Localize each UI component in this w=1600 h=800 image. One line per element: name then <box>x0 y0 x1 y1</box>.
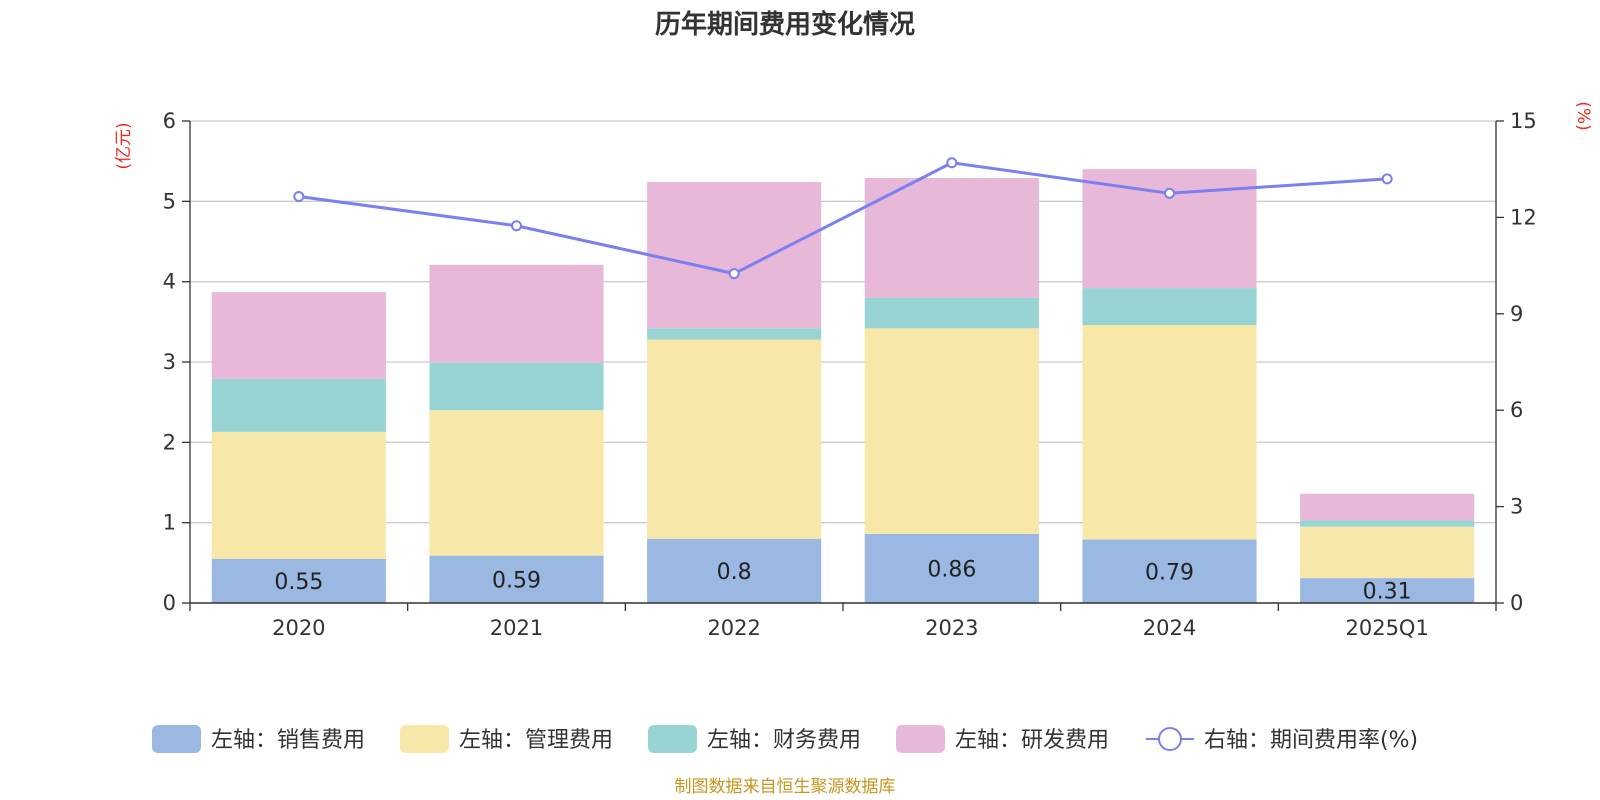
bar-data-label: 0.55 <box>274 570 323 595</box>
data-labels: 0.55 0.59 0.8 0.86 0.79 0.31 <box>274 557 1411 604</box>
bar-4-2020 <box>211 292 386 379</box>
bar-data-label: 0.79 <box>1145 560 1194 585</box>
bar-2-2025Q1 <box>1300 526 1475 579</box>
rate-point <box>728 268 740 280</box>
legend-label-4: 左轴：研发费用 <box>955 728 1109 753</box>
rate-point <box>1164 187 1175 199</box>
left-axis-tick-label: 5 <box>163 189 176 213</box>
x-axis-tick-label: 2022 <box>707 616 760 640</box>
x-axis-tick-label: 2020 <box>272 616 325 640</box>
bar-4-2022 <box>647 182 822 329</box>
chart-title: 历年期间费用变化情况 <box>655 9 915 40</box>
bar-data-label: 0.86 <box>927 557 976 582</box>
left-axis-tick-label: 2 <box>163 430 176 454</box>
right-axis-unit: (%) <box>1573 101 1593 130</box>
x-axis-tick-label: 2023 <box>925 616 978 640</box>
right-axis-tick-label: 6 <box>1510 398 1523 422</box>
bar-series-group <box>211 169 1475 603</box>
bar-data-label: 0.59 <box>492 568 541 593</box>
bar-1-2025Q1 <box>1300 578 1475 603</box>
bar-4-2023 <box>864 178 1039 298</box>
left-axis-tick-label: 4 <box>163 270 176 294</box>
bar-2-2020 <box>211 431 386 559</box>
left-axis-tick-label: 1 <box>163 511 176 535</box>
legend-label-3: 左轴：财务费用 <box>707 728 861 753</box>
bar-1-2024 <box>1082 539 1257 603</box>
bar-1-2020 <box>211 558 386 603</box>
bar-1-2021 <box>429 555 604 603</box>
rate-point <box>511 220 522 232</box>
bar-3-2020 <box>211 378 386 432</box>
right-axis-tick-label: 0 <box>1510 591 1523 615</box>
x-axis-tick-label: 2024 <box>1143 616 1196 640</box>
bar-4-2025Q1 <box>1300 493 1475 521</box>
legend-label-2: 左轴：管理费用 <box>459 728 613 753</box>
bar-2-2022 <box>647 339 822 539</box>
right-axis-tick-label: 15 <box>1510 109 1537 133</box>
legend-swatch-1 <box>152 725 201 753</box>
x-axis-tick-label: 2025Q1 <box>1345 616 1428 640</box>
bar-3-2025Q1 <box>1300 520 1475 527</box>
bar-3-2022 <box>647 328 822 340</box>
bar-2-2023 <box>864 328 1039 534</box>
legend-line-marker <box>1158 727 1182 751</box>
rate-line-group <box>293 157 1393 280</box>
bar-3-2021 <box>429 362 604 411</box>
rate-point <box>946 157 958 169</box>
bar-data-label: 0.8 <box>717 560 752 585</box>
bar-data-label: 0.31 <box>1363 580 1412 605</box>
legend-swatch-3 <box>648 725 697 753</box>
bar-1-2023 <box>864 533 1039 603</box>
bar-4-2021 <box>429 264 604 363</box>
right-axis-tick-label: 3 <box>1510 495 1523 519</box>
legend-label-1: 左轴：销售费用 <box>211 728 365 753</box>
left-axis-tick-label: 6 <box>163 109 176 133</box>
rate-point <box>293 191 305 203</box>
legend-swatch-4 <box>896 725 945 753</box>
left-axis-unit: (亿元) <box>114 122 134 169</box>
bar-3-2023 <box>864 297 1039 329</box>
source-note: 制图数据来自恒生聚源数据库 <box>675 777 896 797</box>
left-axis-tick-label: 0 <box>163 591 176 615</box>
gridlines <box>190 120 1496 524</box>
legend: 左轴：销售费用 左轴：管理费用 左轴：财务费用 左轴：研发费用 右轴：期间费用率(%) <box>152 725 1418 753</box>
x-axis-tick-label: 2021 <box>490 616 543 640</box>
legend-label-5: 右轴：期间费用率(%) <box>1204 728 1418 753</box>
bar-3-2024 <box>1082 288 1257 326</box>
rate-line <box>298 161 1388 276</box>
legend-swatch-2 <box>400 725 449 753</box>
left-axis-tick-label: 3 <box>163 350 176 374</box>
bar-2-2021 <box>429 410 604 556</box>
bar-2-2024 <box>1082 325 1257 540</box>
right-axis-tick-label: 12 <box>1510 205 1537 229</box>
bar-4-2024 <box>1082 169 1257 289</box>
bar-1-2022 <box>647 538 822 603</box>
rate-point <box>1381 173 1393 185</box>
right-axis-tick-label: 9 <box>1510 302 1523 326</box>
